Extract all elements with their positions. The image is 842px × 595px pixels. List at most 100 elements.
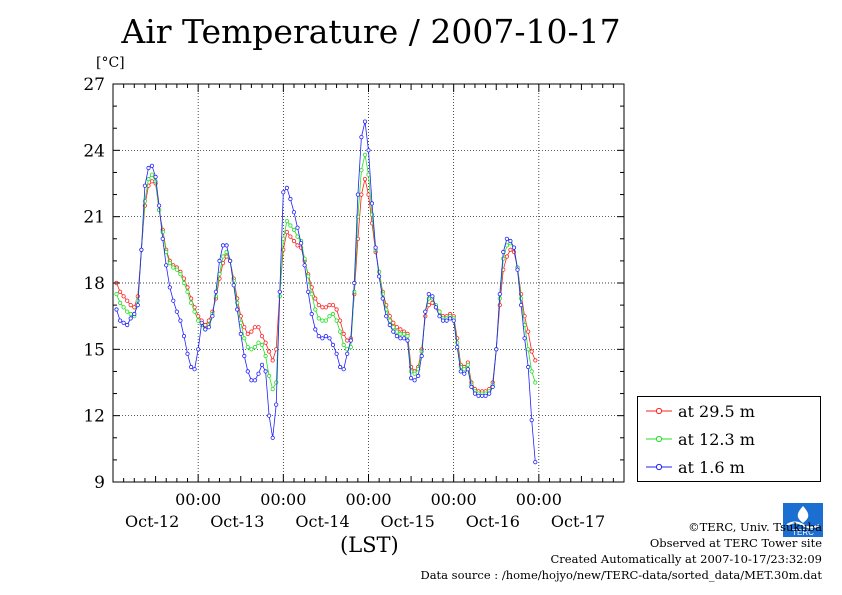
data-point: [483, 393, 488, 398]
data-point: [302, 263, 307, 268]
data-point: [164, 263, 169, 268]
data-point: [284, 219, 289, 224]
data-point: [114, 307, 119, 312]
data-point: [171, 298, 176, 303]
data-point: [426, 291, 431, 297]
data-point: [238, 331, 243, 336]
y-axis-unit: [°C]: [96, 55, 125, 71]
data-point: [359, 168, 364, 173]
data-point: [366, 192, 371, 197]
series-line: [116, 121, 536, 463]
data-point: [327, 314, 332, 319]
data-point: [139, 247, 144, 252]
legend-label: at 1.6 m: [678, 457, 745, 477]
data-point: [437, 314, 442, 319]
data-point: [334, 307, 339, 312]
y-tick-label: 21: [83, 208, 105, 228]
data-point: [298, 241, 304, 246]
terc-logo-icon: TERC: [783, 503, 823, 537]
data-point: [189, 300, 194, 305]
x-tick-day-label: Oct-13: [210, 512, 264, 531]
x-tick-day-label: Oct-15: [381, 512, 435, 531]
data-point: [263, 369, 268, 374]
data-point: [263, 340, 268, 345]
y-tick-label: 24: [83, 141, 105, 161]
data-point: [412, 371, 417, 376]
data-point: [192, 367, 197, 372]
x-tick-time-label: 00:00: [516, 490, 562, 509]
data-point: [487, 391, 492, 396]
data-point: [316, 302, 321, 308]
data-point: [508, 238, 513, 244]
data-point: [330, 342, 336, 347]
data-point: [337, 329, 343, 334]
credits: ©TERC, Univ. Tsukuba Observed at TERC To…: [420, 519, 822, 583]
data-point: [355, 192, 360, 197]
data-point: [494, 347, 499, 352]
data-point: [405, 333, 410, 339]
data-point: [118, 289, 123, 294]
data-point: [252, 325, 257, 330]
data-point: [320, 318, 325, 323]
data-point: [196, 318, 201, 323]
data-point: [408, 375, 414, 381]
data-point: [345, 351, 350, 356]
data-point: [309, 311, 314, 317]
data-point: [313, 296, 318, 301]
x-tick-time-label: 00:00: [260, 490, 306, 509]
data-point: [373, 245, 378, 250]
data-point: [337, 364, 343, 370]
data-point: [160, 236, 165, 241]
series-line: [116, 179, 536, 392]
chart-title: Air Temperature / 2007-10-17: [121, 12, 621, 51]
data-point: [504, 254, 509, 259]
data-point: [462, 367, 467, 372]
data-point: [266, 349, 272, 354]
data-point: [490, 384, 495, 389]
source-text: Data source : /home/hojyo/new/TERC-data/…: [420, 568, 822, 582]
data-point: [245, 369, 250, 374]
data-point: [284, 230, 289, 235]
data-point: [231, 283, 236, 288]
data-point: [135, 302, 140, 308]
data-point: [270, 386, 275, 392]
data-point: [529, 369, 534, 374]
data-point: [125, 322, 130, 328]
data-point: [245, 331, 250, 336]
data-point: [384, 314, 389, 319]
data-point: [167, 260, 172, 266]
data-point: [511, 245, 517, 250]
data-point: [281, 236, 286, 241]
data-point: [309, 291, 314, 297]
data-point: [387, 322, 392, 328]
data-point: [352, 280, 357, 286]
y-tick-label: 27: [83, 75, 105, 95]
data-point: [348, 338, 353, 343]
data-point: [270, 358, 275, 363]
data-point: [220, 254, 226, 259]
data-point: [288, 196, 293, 202]
data-point: [295, 243, 300, 248]
data-point: [210, 314, 215, 319]
x-tick-day-label: Oct-17: [551, 512, 605, 531]
data-point: [465, 367, 470, 372]
data-point: [533, 358, 538, 363]
data-point: [359, 135, 364, 140]
data-point: [533, 380, 538, 385]
data-point: [398, 336, 403, 341]
data-point: [398, 327, 403, 332]
legend-swatch-red-icon: [646, 407, 672, 415]
data-point: [323, 305, 328, 310]
data-point: [252, 378, 257, 383]
data-point: [504, 236, 509, 241]
data-point: [274, 402, 279, 407]
legend: at 29.5 m at 12.3 m at 1.6 m: [637, 396, 821, 482]
data-point: [228, 258, 233, 263]
data-point: [157, 203, 162, 208]
data-point: [330, 302, 336, 308]
data-point: [529, 417, 534, 423]
x-tick-time-label: 00:00: [431, 490, 477, 509]
data-point: [256, 371, 261, 376]
data-point: [213, 289, 218, 294]
